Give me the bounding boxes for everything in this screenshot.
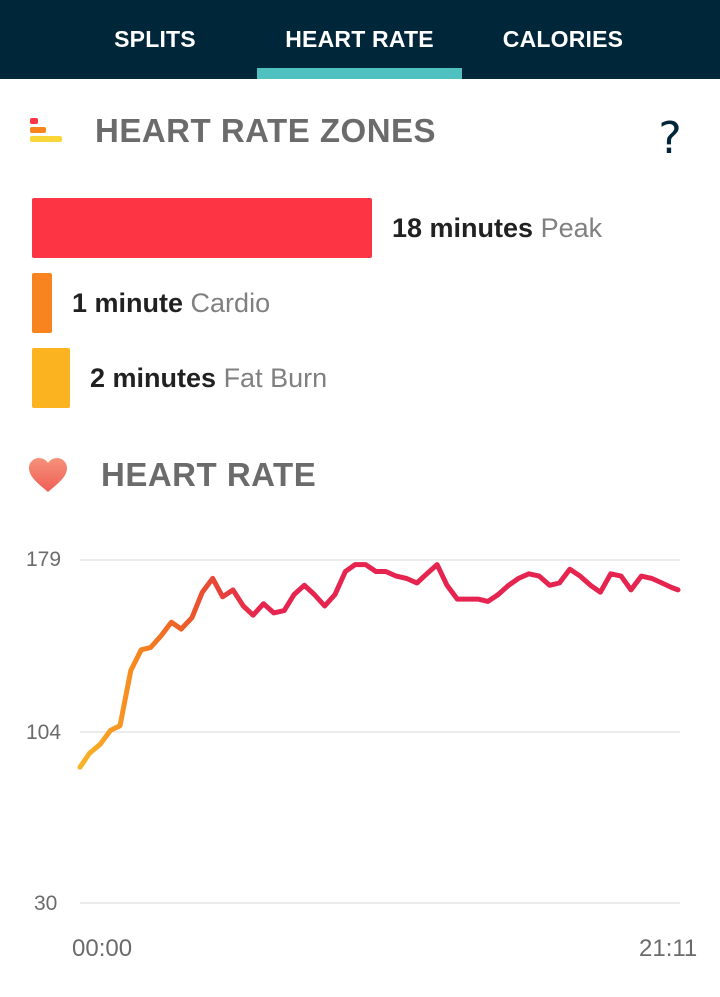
tab-bar: SPLITS HEART RATE CALORIES (0, 0, 720, 79)
zone-bar-fat-burn (32, 348, 70, 408)
zone-bar-peak (32, 198, 372, 258)
y-tick-label: 30 (34, 892, 58, 915)
help-icon[interactable]: ? (658, 113, 682, 164)
tab-splits[interactable]: SPLITS (50, 0, 260, 79)
heart-icon-wrap (28, 458, 68, 494)
zones-bars-icon (30, 118, 62, 142)
zone-label-fat-burn: 2 minutes Fat Burn (90, 358, 327, 398)
zones-title: HEART RATE ZONES (95, 112, 437, 149)
zone-duration: 2 minutes (90, 363, 217, 393)
y-tick-label: 104 (26, 721, 62, 744)
y-tick-label: 179 (26, 548, 62, 571)
zone-label-peak: 18 minutes Peak (392, 208, 602, 248)
heart-rate-line (77, 562, 681, 770)
tab-heart-rate[interactable]: HEART RATE (257, 0, 462, 79)
x-tick-end: 21:11 (639, 935, 698, 962)
tab-calories[interactable]: CALORIES (462, 0, 664, 79)
tab-calories-label: CALORIES (502, 26, 624, 52)
zone-duration: 18 minutes (392, 213, 534, 243)
zone-name: Peak (540, 213, 603, 243)
heart-rate-title: HEART RATE (101, 456, 317, 493)
zone-label-cardio: 1 minute Cardio (72, 283, 270, 323)
tab-splits-label: SPLITS (114, 26, 196, 52)
zone-bar-cardio (32, 273, 52, 333)
x-tick-start: 00:00 (72, 935, 133, 962)
zones-icon (28, 117, 64, 145)
zone-name: Cardio (190, 288, 271, 318)
tab-heart-rate-label: HEART RATE (285, 26, 434, 52)
zone-name: Fat Burn (223, 363, 328, 393)
zone-duration: 1 minute (72, 288, 184, 318)
heart-icon (29, 458, 67, 492)
active-tab-indicator (257, 68, 462, 79)
